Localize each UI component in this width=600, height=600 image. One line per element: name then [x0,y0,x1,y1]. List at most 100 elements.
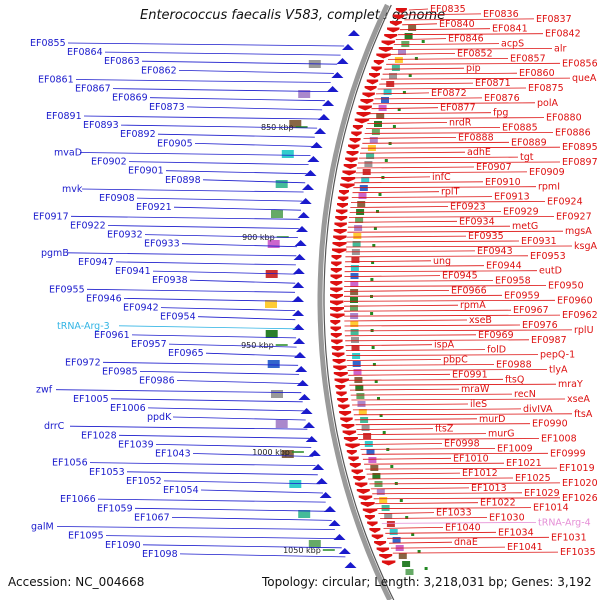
plus-strand-gene [360,502,375,507]
plus-leader-line [361,146,561,149]
plus-leader-line [346,235,467,238]
minus-gene-label: galM [31,522,54,533]
plus-leader-line [356,166,475,169]
plus-strand-gene [376,547,390,553]
minus-gene-label: EF1043 [155,449,191,460]
minus-strand-gene [344,562,357,568]
minus-gene-label: EF1052 [126,476,162,487]
minus-gene-label: EF0855 [30,38,66,49]
plus-leader-line [344,314,561,317]
plus-gene-label: EF0907 [476,162,512,173]
plus-gene-label: EF0967 [513,305,549,316]
minus-leader-line [192,453,314,457]
plus-gene-label: EF0860 [519,68,555,79]
plus-leader-line [359,151,466,154]
plus-leader-line [367,122,448,124]
marker [384,159,388,162]
plus-leader-line [404,18,535,21]
plus-leader-line [376,507,532,509]
plus-leader-line [353,186,537,189]
plus-leader-line [352,408,522,411]
plus-leader-line [344,324,521,327]
plus-strand-gene [338,404,350,410]
plus-leader-line [364,462,505,465]
cog-block [383,89,392,95]
cog-block [404,33,413,39]
plus-leader-line [353,413,573,416]
minus-gene-label: EF0893 [83,120,119,131]
plus-leader-line [347,368,548,371]
plus-strand-gene [387,27,400,33]
marker [377,397,380,400]
plus-leader-line [392,551,559,554]
plus-gene-label: queA [572,73,597,84]
plus-leader-line [344,334,477,337]
minus-gene-label: EF0867 [75,84,111,95]
cog-block [350,305,358,311]
marker [370,278,374,281]
plus-leader-line [344,290,450,292]
minus-gene-label: mvaD [54,148,82,159]
cog-block [384,513,393,519]
cog-block [350,265,359,271]
marker [370,312,374,315]
plus-gene-label: tRNA-Arg-4 [538,517,591,528]
cog-block-left [308,540,321,548]
minus-leader-line [120,124,318,129]
plus-strand-gene [358,105,372,111]
cog-block [398,553,407,559]
minus-strand-gene [294,240,307,246]
minus-strand-gene [307,156,320,162]
plus-gene-label: metG [512,221,538,232]
cog-block [350,297,358,303]
cog-block-left [265,330,278,338]
plus-strand-gene [381,560,396,566]
minus-leader-line [142,544,342,549]
minus-gene-label: EF0921 [136,202,172,213]
plus-strand-gene [330,313,345,319]
cog-block [402,561,411,567]
minus-strand-gene [296,380,309,386]
minus-leader-line [139,371,300,375]
plus-strand-gene [367,521,378,527]
plus-leader-line [361,452,549,455]
plus-strand-gene [343,164,357,169]
minus-strand-gene [338,548,351,554]
plus-gene-label: recN [514,389,536,400]
minus-leader-line [147,407,305,412]
plus-strand-gene [369,528,381,533]
plus-strand-gene [364,515,375,520]
marker [379,414,383,417]
plus-leader-line [351,196,493,198]
plus-strand-gene [389,21,402,26]
plus-gene-label: adhE [467,147,491,158]
minus-gene-label: EF0869 [112,93,148,104]
minus-gene-label: EF0947 [78,257,114,268]
minus-leader-line [89,462,316,466]
cog-block [350,281,359,287]
plus-gene-label: EF0913 [494,192,530,203]
cog-block [394,57,403,63]
minus-gene-label: EF0908 [99,193,135,204]
cog-block [386,521,395,527]
cog-block [408,25,417,31]
plus-leader-line [344,285,547,287]
plus-leader-line [388,541,453,544]
plus-gene-label: EF1020 [562,478,598,489]
plus-gene-label: ftsA [574,409,593,420]
plus-strand-gene [362,92,375,98]
plus-gene-label: polA [537,98,558,109]
minus-gene-label: drrC [44,421,65,432]
plus-leader-line [406,13,482,16]
plus-gene-label: EF0924 [547,197,583,208]
minus-leader-line [168,343,297,348]
marker [424,567,428,570]
summary-text: Topology: circular; Length: 3,218,031 bp… [262,575,592,589]
cog-block [350,289,359,295]
plus-strand-gene [353,476,366,481]
cog-block [350,273,359,279]
plus-leader-line [362,141,510,144]
minus-gene-label: EF0941 [115,266,151,277]
minus-gene-label: EF0891 [46,111,82,122]
cog-block [379,497,388,503]
